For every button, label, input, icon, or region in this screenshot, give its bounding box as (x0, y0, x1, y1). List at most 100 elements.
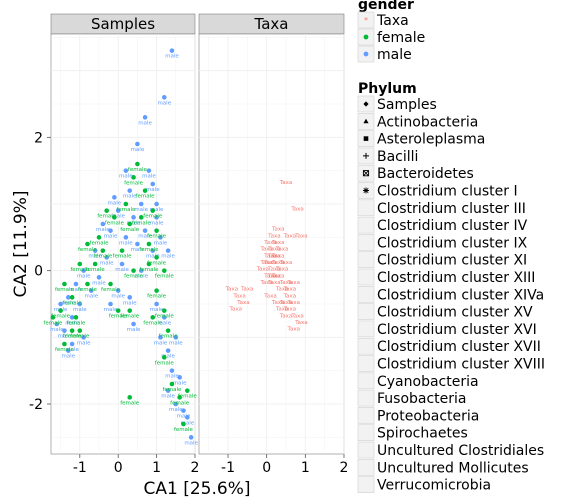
data-point (146, 241, 152, 247)
point-label: male (184, 440, 198, 446)
legend-key (357, 285, 375, 303)
data-point (185, 388, 190, 393)
legend-phylum-entry: Clostridium cluster III (377, 201, 526, 217)
data-point (73, 281, 79, 287)
point-label: Taxa (267, 233, 280, 239)
point-label: female (55, 347, 75, 353)
legend-key (357, 407, 375, 424)
facet-panels: Samples Taxamalemalemalemalemalemalemalem… (43, 13, 345, 455)
point-label: Taxa (279, 300, 292, 306)
point-label: Taxa (267, 247, 280, 253)
data-point (119, 261, 125, 267)
point-label: male (92, 280, 106, 286)
legend-phylum-entry: Uncultured Clostridiales (377, 443, 544, 459)
data-point (69, 295, 75, 300)
data-point (131, 215, 136, 220)
series-female: femalefemalefemalefemalefemalefemalefema… (43, 161, 197, 433)
point-label: female (66, 320, 86, 326)
data-point (131, 321, 136, 327)
data-point (154, 301, 159, 307)
point-label: male (146, 187, 160, 193)
point-label: Taxa (229, 307, 242, 313)
point-label: male (100, 260, 114, 266)
legend-swatch: * (364, 16, 368, 25)
point-label: male (127, 220, 141, 226)
point-label: female (174, 427, 194, 433)
data-point (92, 261, 98, 267)
point-label: Taxa (290, 313, 303, 319)
point-label: Taxa (267, 267, 280, 273)
point-label: male (119, 240, 133, 246)
point-label: Taxa (279, 260, 292, 266)
data-point (150, 208, 156, 213)
legend-symbol (363, 118, 369, 124)
point-label: female (90, 240, 110, 246)
point-label: male (61, 300, 75, 306)
point-label: Taxa (283, 287, 296, 293)
point-label: female (93, 254, 113, 260)
legend-phylum-entry: Bacilli (377, 149, 418, 165)
data-point (123, 201, 129, 207)
data-point (77, 328, 83, 333)
data-point (173, 401, 179, 407)
legend-symbol (363, 152, 369, 159)
legend-phylum-entry: Clostridium cluster I (377, 184, 518, 200)
legend-key (357, 424, 375, 442)
point-label: male (104, 307, 118, 313)
point-label: Taxa (294, 233, 307, 239)
point-label: female (120, 314, 140, 320)
point-label: male (169, 407, 183, 413)
point-label: male (134, 274, 148, 280)
point-label: Taxa (279, 280, 292, 286)
legend-key (357, 476, 375, 493)
point-label: male (119, 174, 133, 180)
data-point (165, 348, 171, 353)
data-point (96, 275, 102, 280)
point-label: female (128, 167, 148, 173)
data-point (169, 368, 175, 373)
legend-phylum-entry: Uncultured Mollicutes (377, 460, 529, 476)
point-label: male (150, 307, 164, 313)
data-point (150, 181, 156, 187)
legend-swatch (363, 51, 369, 57)
data-point (69, 341, 75, 347)
data-point (92, 248, 98, 253)
data-point (104, 255, 109, 260)
point-label: male (177, 414, 191, 420)
facet-strip-label: Samples (91, 15, 155, 33)
point-label: male (138, 120, 152, 126)
data-point (188, 435, 194, 440)
point-label: Taxa (271, 240, 284, 246)
point-label: male (173, 380, 187, 386)
data-point (108, 281, 113, 287)
legend-phylum-entry: Clostridium cluster XV (377, 305, 533, 321)
data-point (161, 268, 167, 273)
point-label: male (108, 200, 122, 206)
point-label: Taxa (294, 320, 307, 326)
data-point (77, 261, 83, 267)
data-point (138, 201, 144, 207)
data-point (150, 248, 156, 253)
point-label: male (165, 374, 179, 380)
legend-key (357, 199, 375, 217)
point-label: female (51, 314, 71, 320)
point-label: female (147, 234, 167, 240)
y-tick-label: 2 (34, 130, 43, 146)
point-label: Taxa (290, 207, 303, 213)
data-point (165, 328, 171, 333)
data-point (58, 308, 63, 313)
legend-symbol (363, 187, 369, 194)
point-label: female (120, 400, 140, 406)
legend-gender-entry: Taxa (376, 13, 409, 29)
data-point (154, 288, 159, 293)
data-point (169, 48, 175, 53)
legend-phylum-entry: Bacteroidetes (377, 166, 474, 182)
point-label: male (123, 194, 137, 200)
point-label: Taxa (236, 300, 249, 306)
point-label: Taxa (240, 287, 253, 293)
point-label: Taxa (279, 180, 292, 186)
point-label: Taxa (271, 253, 284, 259)
legend-symbol (362, 170, 370, 177)
point-label: male (131, 247, 145, 253)
